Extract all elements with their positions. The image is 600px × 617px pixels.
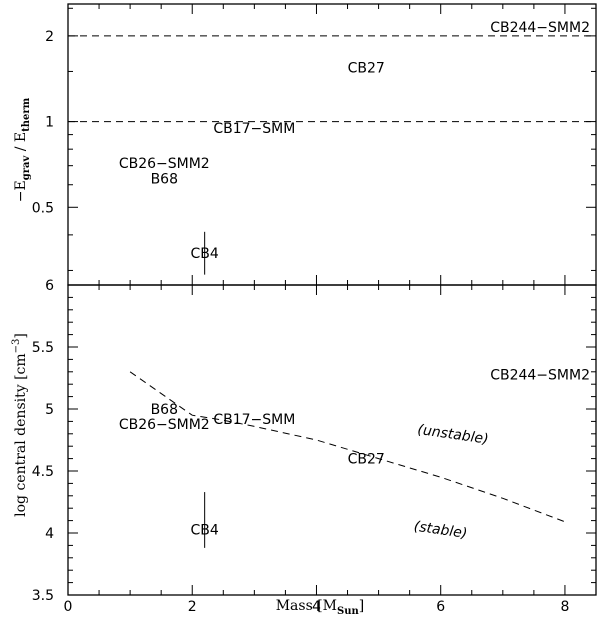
- bottom-panel: 0 2 4 6 83.544.555.56CB244−SMM2B68CB17−SMMCB…: [32, 278, 597, 615]
- region-annotation: (unstable): [417, 422, 490, 448]
- x-tick-label: 2: [188, 599, 197, 615]
- x-tick-label: 6: [436, 599, 445, 615]
- y-tick-label: 5.5: [32, 340, 54, 356]
- y-tick-label: 1: [45, 115, 54, 131]
- region-annotation: (stable): [413, 519, 468, 542]
- top-y-axis-label: −Egrav / Etherm: [13, 97, 32, 202]
- y-tick-label: 5: [45, 402, 54, 418]
- data-point-label: B68: [151, 172, 178, 188]
- data-point-label: CB17−SMM: [213, 121, 295, 137]
- data-point-label: CB27: [348, 452, 385, 468]
- data-point-label: CB4: [191, 246, 219, 262]
- data-point-label: CB244−SMM2: [490, 20, 590, 36]
- data-point-label: CB26−SMM2: [119, 417, 210, 433]
- x-tick-label: 0: [64, 599, 73, 615]
- data-point-label: B68: [151, 402, 178, 418]
- stability-curve: [129, 371, 566, 523]
- plot-frame: [67, 3, 597, 286]
- y-tick-label: 4: [45, 526, 54, 542]
- x-tick-label: 8: [560, 599, 569, 615]
- y-tick-label: 3.5: [32, 588, 54, 604]
- data-point-label: CB4: [191, 522, 219, 538]
- data-point-label: CB26−SMM2: [119, 156, 210, 172]
- data-point-label: CB17−SMM: [213, 412, 295, 428]
- y-tick-label: 2: [45, 29, 54, 45]
- data-point-label: CB244−SMM2: [490, 367, 590, 383]
- y-tick-label: 4.5: [32, 464, 54, 480]
- y-tick-label: 6: [45, 278, 54, 294]
- bottom-y-axis-label: log central density [cm−3]: [11, 333, 29, 517]
- x-tick-label: 4: [312, 599, 321, 615]
- data-point-label: CB27: [348, 60, 385, 76]
- y-tick-label: 0.5: [32, 200, 54, 216]
- x-axis-label: Mass [MSun]: [276, 598, 365, 617]
- plot-frame: [67, 284, 597, 596]
